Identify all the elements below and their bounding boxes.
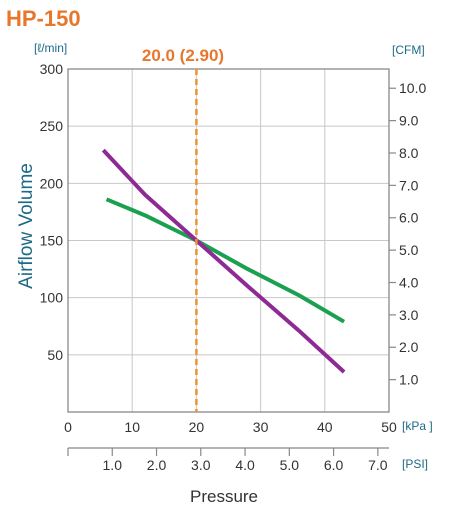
plot-frame <box>67 68 390 413</box>
right-axis-tick-label: 4.0 <box>399 274 419 290</box>
right-axis-tick-label: 5.0 <box>399 242 419 258</box>
right-axis-tick-label: 8.0 <box>399 145 419 161</box>
left-axis-tick-label: 250 <box>40 118 64 134</box>
right-axis-unit: [CFM] <box>392 43 425 57</box>
left-axis-tick-label: 150 <box>40 233 64 249</box>
x-axis-psi-unit: [PSI] <box>402 457 428 471</box>
x-axis-kpa-unit: [kPa ] <box>402 419 433 433</box>
right-axis-tick-label: 7.0 <box>399 177 419 193</box>
reference-line-label: 20.0 (2.90) <box>142 46 224 65</box>
psi-axis-tick-label: 5.0 <box>280 457 300 473</box>
x-axis-kpa-tick-label: 10 <box>124 419 140 435</box>
left-axis-tick-label: 50 <box>47 347 63 363</box>
right-axis-tick-label: 1.0 <box>399 372 419 388</box>
series-green-line <box>105 197 346 324</box>
right-axis-tick-label: 6.0 <box>399 210 419 226</box>
y-axis-label: Airflow Volume <box>16 163 37 289</box>
right-axis-tick-label: 3.0 <box>399 307 419 323</box>
psi-axis-tick-label: 2.0 <box>147 457 167 473</box>
left-axis-unit: [ℓ/min] <box>34 41 67 55</box>
x-axis-kpa-tick-label: 50 <box>381 419 397 435</box>
left-axis-tick-label: 100 <box>40 290 64 306</box>
psi-axis-tick-label: 6.0 <box>324 457 344 473</box>
x-axis-kpa-tick-label: 40 <box>317 419 333 435</box>
psi-axis-tick-label: 4.0 <box>235 457 255 473</box>
x-axis-label: Pressure <box>190 487 258 506</box>
psi-axis-tick-label: 1.0 <box>103 457 123 473</box>
right-axis-tick-label: 10.0 <box>399 80 426 96</box>
left-axis-tick-label: 200 <box>40 175 64 191</box>
psi-axis-tick-label: 7.0 <box>368 457 388 473</box>
x-axis-kpa-tick-label: 30 <box>253 419 269 435</box>
x-axis-kpa-tick-label: 20 <box>189 419 205 435</box>
right-axis-tick-label: 2.0 <box>399 339 419 355</box>
right-axis-tick-label: 9.0 <box>399 113 419 129</box>
series-purple-line <box>101 148 346 374</box>
psi-axis-tick-label: 3.0 <box>191 457 211 473</box>
left-axis-tick-label: 300 <box>40 61 64 77</box>
x-axis-kpa-tick-label: 0 <box>64 419 72 435</box>
chart-title: HP-150 <box>6 6 81 31</box>
